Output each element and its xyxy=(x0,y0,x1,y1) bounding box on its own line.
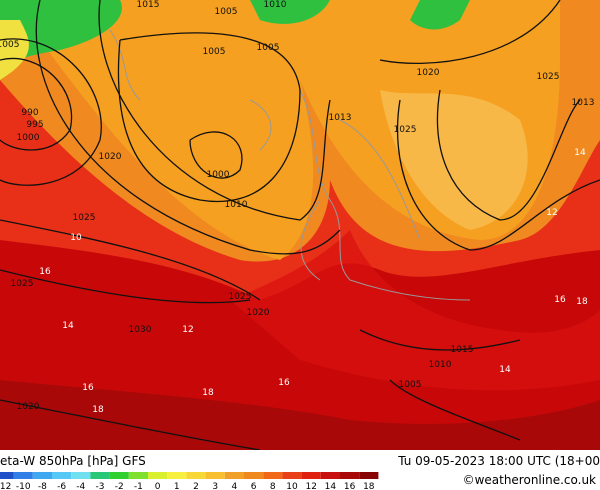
legend-label: 1 xyxy=(174,482,180,490)
credit: ©weatheronline.co.uk xyxy=(463,473,596,487)
isobar-label: 1030 xyxy=(129,325,152,335)
temperature-label: 12 xyxy=(546,208,557,218)
isobars xyxy=(0,0,600,451)
legend-swatch xyxy=(320,472,340,479)
legend-label: 12 xyxy=(305,482,316,490)
temperature-label: 10 xyxy=(70,233,82,243)
isobar-label: 1015 xyxy=(451,345,474,355)
temperature-label: 12 xyxy=(182,325,193,335)
isobar-label: 1013 xyxy=(572,98,595,108)
legend-label: -6 xyxy=(57,482,66,490)
isobar-label: 1020 xyxy=(247,308,270,318)
legend-swatch xyxy=(109,472,129,479)
isobar-label: 1000 xyxy=(17,133,40,143)
isobar-label: 1025 xyxy=(73,213,96,223)
isobar-label: 1000 xyxy=(207,170,230,180)
isobar-label: 1010 xyxy=(429,360,452,370)
legend-label: -4 xyxy=(76,482,85,490)
legend-label: 10 xyxy=(286,482,298,490)
legend-swatch xyxy=(205,472,225,479)
legend-swatch xyxy=(359,472,379,479)
legend-label: -8 xyxy=(38,482,47,490)
isobar-label: 1005 xyxy=(0,40,19,50)
legend-label: -2 xyxy=(115,482,124,490)
legend-swatch xyxy=(71,472,91,479)
legend-swatch xyxy=(186,472,206,479)
isobar-label: 1013 xyxy=(329,113,352,123)
legend-swatch xyxy=(13,472,33,479)
legend-swatch xyxy=(282,472,302,479)
isobar-label: 1005 xyxy=(215,7,238,17)
temperature-label: 16 xyxy=(82,383,94,393)
temperature-label: 16 xyxy=(554,295,566,305)
legend-label: 16 xyxy=(344,482,356,490)
legend-label: 2 xyxy=(193,482,199,490)
legend-label: 18 xyxy=(363,482,375,490)
legend-swatch xyxy=(128,472,148,479)
legend-swatch xyxy=(148,472,168,479)
legend-label: -3 xyxy=(96,482,105,490)
isobar-label: 1025 xyxy=(11,279,34,289)
valid-time: Tu 09-05-2023 18:00 UTC (18+00 xyxy=(397,454,600,468)
legend-swatch xyxy=(263,472,283,479)
coastlines xyxy=(109,29,471,301)
temperature-label: 18 xyxy=(202,388,214,398)
isobar-label: 1020 xyxy=(417,68,440,78)
isobar-label: 1005 xyxy=(203,47,226,57)
isobar-label: 1020 xyxy=(99,152,122,162)
legend-label: -10 xyxy=(16,482,31,490)
temperature-label: 16 xyxy=(278,378,290,388)
isobar-label: 1025 xyxy=(537,72,560,82)
legend-label: 8 xyxy=(270,482,276,490)
isobar-label: 990 xyxy=(21,108,38,118)
legend-label: 4 xyxy=(232,482,238,490)
legend-swatch xyxy=(0,472,14,479)
map-background xyxy=(0,0,600,450)
isobar-label: 1005 xyxy=(399,380,422,390)
temperature-label: 18 xyxy=(92,405,104,415)
legend-label: 3 xyxy=(212,482,218,490)
temperature-label: 14 xyxy=(499,365,511,375)
temperature-label: 16 xyxy=(39,267,51,277)
legend-swatch xyxy=(301,472,321,479)
isobar-label: 1010 xyxy=(225,200,248,210)
legend-swatch xyxy=(224,472,244,479)
legend-swatch xyxy=(32,472,52,479)
temperature-label: 14 xyxy=(62,321,74,331)
map-title: eta-W 850hPa [hPa] GFS xyxy=(0,454,146,468)
isobar-label: 1015 xyxy=(137,0,160,10)
legend-swatch xyxy=(340,472,360,479)
legend-swatch xyxy=(244,472,264,479)
isobar-label: 1025 xyxy=(394,125,417,135)
isobar-label: 1020 xyxy=(17,402,40,412)
legend-swatch xyxy=(167,472,187,479)
temperature-label: 14 xyxy=(574,148,586,158)
legend-swatch xyxy=(52,472,72,479)
legend-swatch xyxy=(90,472,110,479)
isobar-label: 1010 xyxy=(264,0,287,10)
legend-label: -12 xyxy=(0,482,11,490)
isobar-label: 1005 xyxy=(257,43,280,53)
isobar-label: 995 xyxy=(26,120,43,130)
isobar-label: 1025 xyxy=(229,292,252,302)
legend-label: -1 xyxy=(134,482,143,490)
legend-label: 0 xyxy=(155,482,161,490)
map-labels: 1015 1005 1010 1005 1005 1005 990 995 1000 1020 10… xyxy=(0,0,594,415)
legend-label: 14 xyxy=(325,482,337,490)
legend-label: 6 xyxy=(251,482,257,490)
temperature-label: 18 xyxy=(576,297,588,307)
bottom-bar: eta-W 850hPa [hPa] GFS Tu 09-05-2023 18:… xyxy=(0,450,600,490)
